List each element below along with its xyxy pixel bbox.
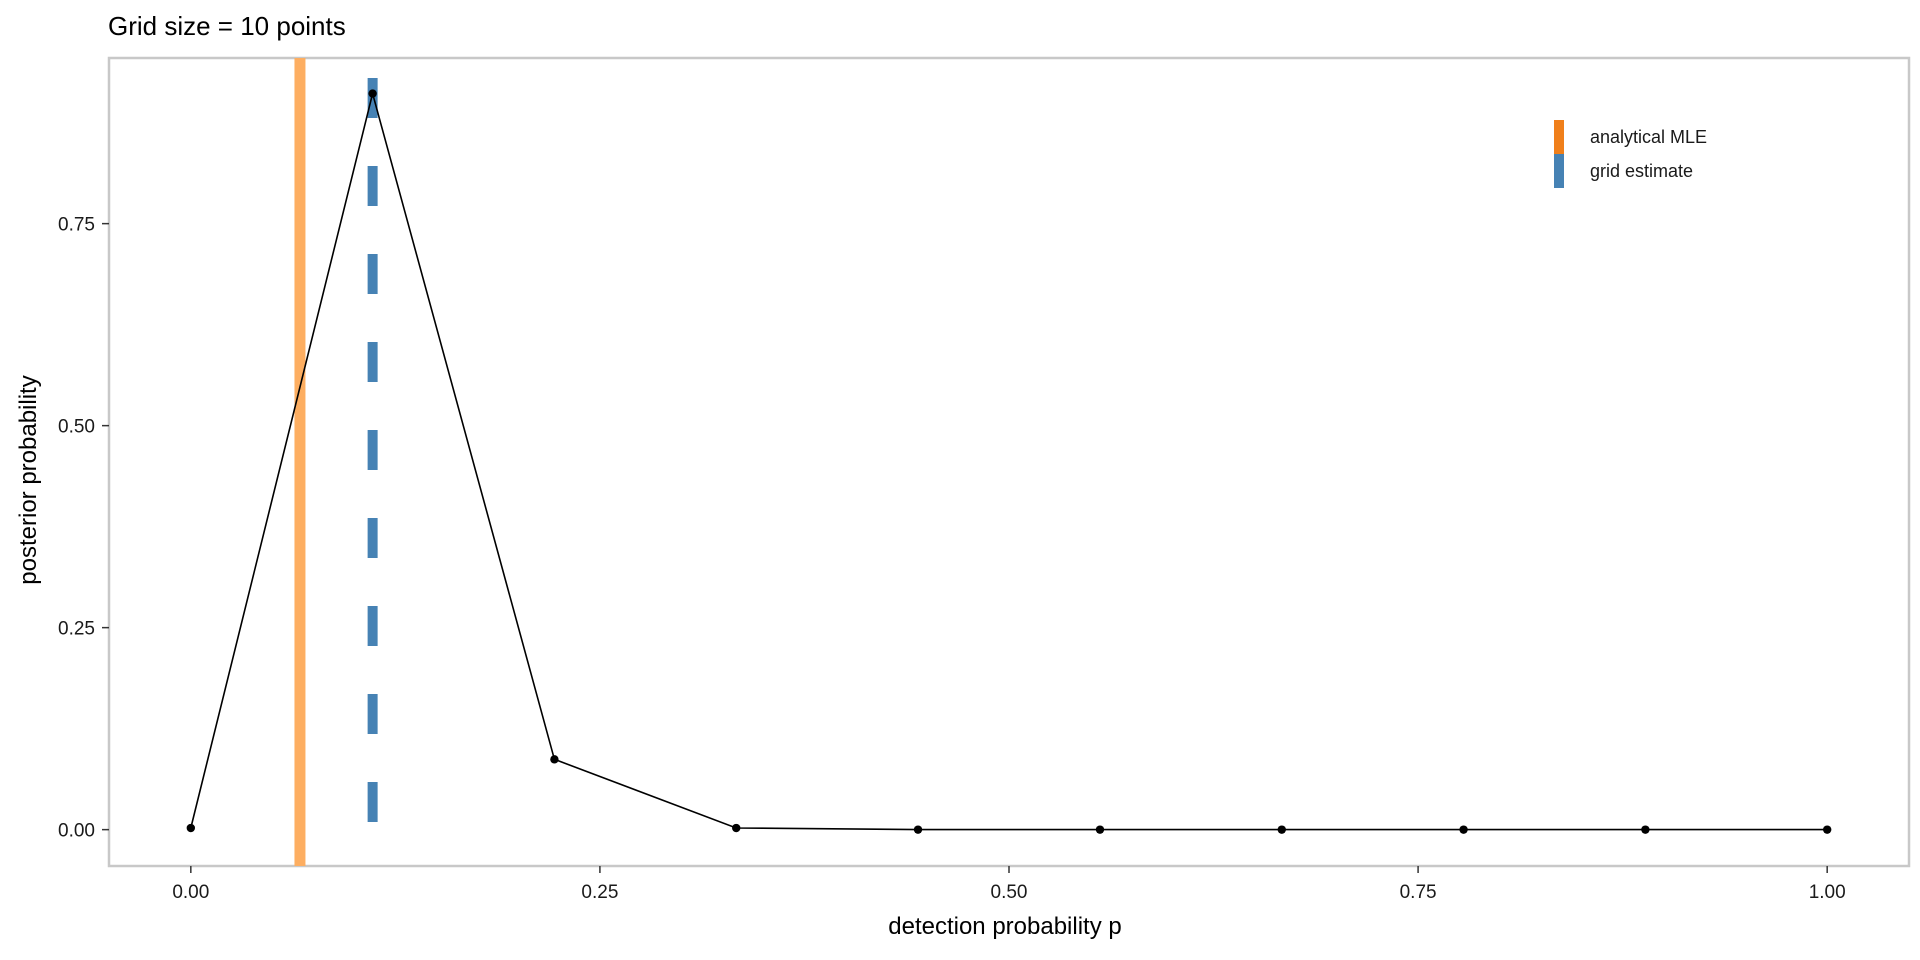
data-point: [368, 89, 377, 98]
y-tick-label: 0.25: [58, 619, 95, 640]
data-point: [186, 823, 196, 833]
x-axis-title: detection probability p: [888, 913, 1121, 940]
chart-title: Grid size = 10 points: [108, 11, 346, 41]
reference-lines: [294, 58, 378, 866]
series-line: [190, 90, 1828, 831]
y-tick-label: 0.50: [58, 417, 95, 438]
y-tick-label: 0.00: [58, 821, 95, 842]
x-axis-ticks: 0.00 0.25 0.50 0.75 1.00: [172, 866, 1846, 903]
x-tick-label: 1.00: [1809, 882, 1846, 903]
y-tick-label: 0.75: [58, 215, 95, 236]
data-point: [550, 755, 559, 764]
data-point: [732, 823, 741, 833]
y-axis-title: posterior probability: [15, 375, 42, 584]
x-tick-label: 0.50: [991, 882, 1028, 903]
data-point: [1822, 825, 1832, 834]
data-point: [1641, 825, 1650, 834]
legend-key-analytical-mle: [1554, 120, 1564, 154]
data-point: [1095, 825, 1105, 834]
data-point: [913, 825, 923, 834]
data-point: [1277, 825, 1286, 834]
y-axis-ticks: 0.00 0.25 0.50 0.75: [58, 215, 109, 842]
x-tick-label: 0.00: [172, 882, 209, 903]
legend-key-grid-estimate: [1554, 154, 1564, 188]
legend: analytical MLE grid estimate: [1554, 120, 1707, 188]
x-tick-label: 0.75: [1400, 882, 1437, 903]
data-point: [1459, 825, 1468, 834]
legend-label: analytical MLE: [1590, 127, 1707, 147]
legend-label: grid estimate: [1590, 161, 1693, 181]
series-layer: [186, 89, 1832, 834]
x-tick-label: 0.25: [581, 882, 618, 903]
